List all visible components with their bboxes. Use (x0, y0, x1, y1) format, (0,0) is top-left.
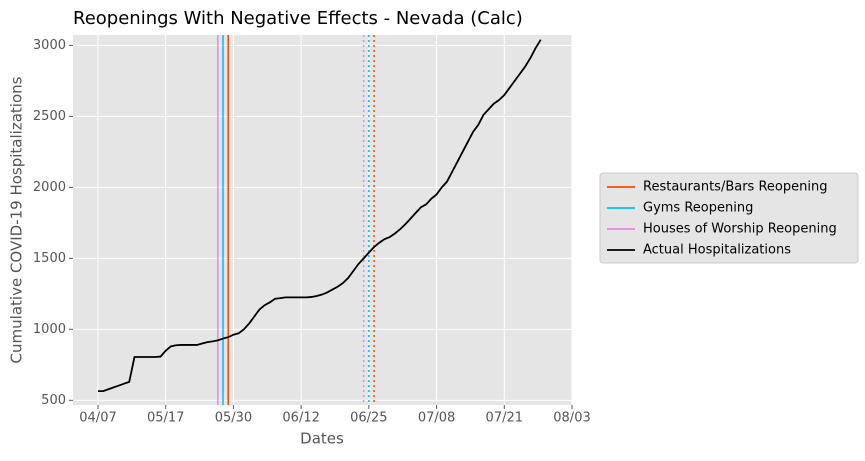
legend-label: Restaurants/Bars Reopening (643, 180, 827, 195)
x-tick-label: 05/30 (215, 411, 252, 426)
y-axis-label: Cumulative COVID-19 Hospitalizations (8, 76, 26, 363)
legend-label: Gyms Reopening (643, 201, 753, 216)
y-tick-label: 500 (41, 393, 66, 408)
data-line (98, 39, 542, 392)
legend (599, 172, 859, 264)
y-tick-label: 3000 (33, 38, 66, 53)
x-tick-label: 06/12 (282, 411, 319, 426)
legend-label: Actual Hospitalizations (643, 243, 791, 258)
y-tick-label: 2500 (33, 109, 66, 124)
x-tick-label: 06/25 (350, 411, 387, 426)
x-tick-label: 07/08 (418, 411, 455, 426)
legend-label: Houses of Worship Reopening (643, 222, 837, 237)
x-axis-label: Dates (300, 430, 344, 448)
y-tick-label: 2000 (33, 180, 66, 195)
x-tick-label: 07/21 (486, 411, 523, 426)
y-tick-label: 1500 (33, 251, 66, 266)
x-tick-label: 04/07 (79, 411, 116, 426)
x-tick-label: 05/17 (147, 411, 184, 426)
x-tick-label: 08/03 (553, 411, 590, 426)
plot-area (73, 35, 572, 405)
chart-title: Reopenings With Negative Effects - Nevad… (73, 8, 523, 29)
y-tick-label: 1000 (33, 322, 66, 337)
